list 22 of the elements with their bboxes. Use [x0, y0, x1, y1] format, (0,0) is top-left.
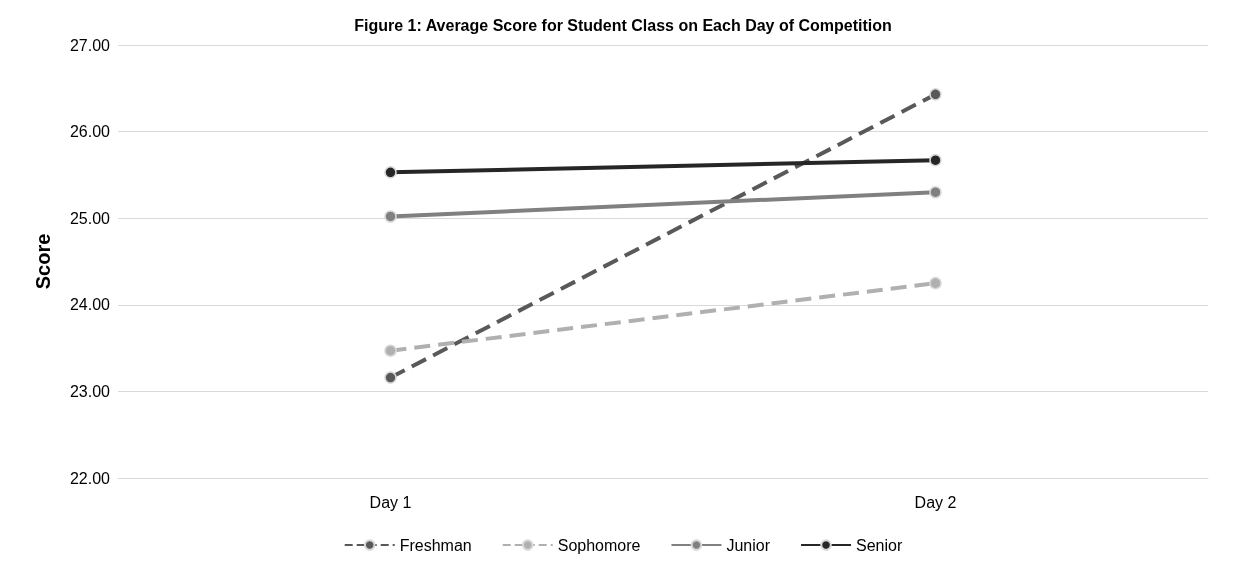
- y-tick-label: 26.00: [69, 123, 111, 141]
- x-tick-label: Day 2: [914, 493, 957, 511]
- legend-label: Junior: [726, 536, 771, 554]
- legend-label: Sophomore: [557, 536, 641, 554]
- legend-label: Freshman: [399, 536, 472, 554]
- point: [929, 276, 942, 290]
- chart-title: Figure 1: Average Score for Student Class on Each Day of Competition: [354, 16, 892, 34]
- legend-label: Senior: [856, 536, 903, 554]
- y-tick-label: 22.00: [69, 469, 111, 487]
- point: [929, 153, 942, 167]
- y-tick-label: 27.00: [69, 36, 111, 54]
- point: [384, 371, 397, 384]
- y-axis-title: Score: [32, 233, 54, 290]
- y-tick-label: 24.00: [69, 296, 111, 314]
- y-tick-label: 25.00: [69, 209, 111, 227]
- point: [384, 344, 397, 357]
- point: [929, 88, 942, 101]
- y-tick-label: 23.00: [69, 382, 111, 400]
- x-tick-label: Day 1: [369, 493, 412, 511]
- point: [384, 210, 397, 223]
- point: [384, 166, 397, 179]
- point: [929, 185, 942, 199]
